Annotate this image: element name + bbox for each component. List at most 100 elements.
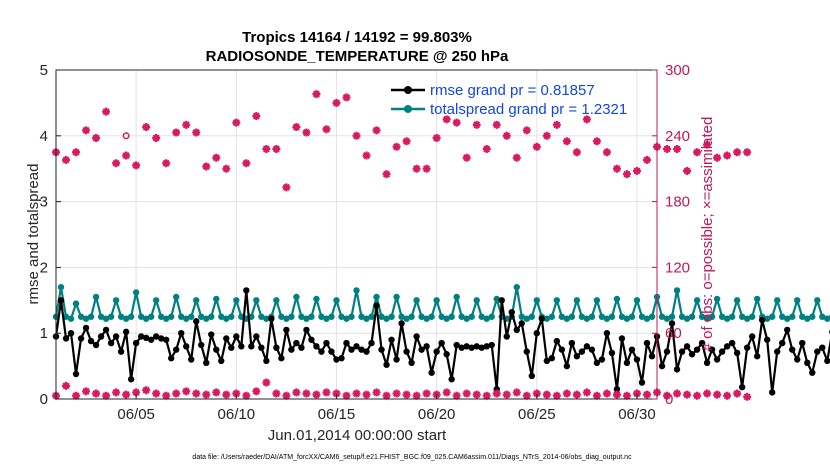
totalspread-point (418, 313, 425, 320)
rmse-point (67, 330, 75, 337)
rmse-point (218, 357, 225, 365)
rmse-point (167, 355, 175, 362)
obs-assimilated-upper-point (622, 170, 631, 179)
rmse-point (518, 320, 525, 327)
totalspread-point (779, 313, 786, 320)
rmse-point (453, 341, 460, 349)
totalspread-point (162, 315, 170, 322)
rmse-point (358, 346, 365, 353)
totalspread-point (373, 293, 380, 301)
obs-assimilated-lower-point (622, 391, 631, 400)
rmse-point (443, 351, 450, 358)
totalspread-point (723, 315, 731, 322)
totalspread-point (668, 313, 676, 320)
totalspread-point (298, 313, 305, 320)
obs-assimilated-lower-point (392, 389, 401, 398)
obs-assimilated-upper-point (162, 159, 171, 168)
totalspread-point (678, 313, 686, 320)
totalspread-point (713, 295, 721, 303)
obs-assimilated-lower-point (472, 390, 481, 399)
obs-assimilated-upper-point (562, 137, 571, 146)
totalspread-point (198, 313, 205, 320)
obs-assimilated-lower-point (522, 391, 531, 400)
rmse-point (318, 348, 325, 355)
obs-assimilated-lower-point (362, 390, 371, 399)
totalspread-point (283, 315, 290, 322)
obs-assimilated-upper-point (532, 142, 541, 151)
rmse-point (668, 320, 676, 327)
totalspread-point (132, 289, 140, 296)
totalspread-point (608, 313, 616, 320)
obs-assimilated-lower-point (663, 391, 672, 400)
rmse-point (243, 287, 250, 294)
obs-assimilated-upper-point (242, 159, 251, 168)
obs-assimilated-lower-point (212, 388, 221, 397)
obs-assimilated-lower-point (72, 391, 81, 400)
rmse-point (468, 344, 475, 351)
totalspread-point (87, 313, 95, 320)
rmse-point (528, 372, 535, 380)
legend: rmse grand pr = 0.81857 totalspread gran… (391, 82, 627, 118)
obs-assimilated-lower-point (733, 389, 742, 398)
totalspread-point (819, 313, 826, 320)
rmse-point (608, 349, 616, 357)
rmse-point (87, 337, 95, 345)
totalspread-point (117, 313, 125, 320)
obs-assimilated-upper-point (512, 153, 521, 162)
rmse-point (573, 353, 581, 360)
rmse-point (578, 348, 586, 355)
rmse-point (142, 334, 150, 342)
rmse-point (188, 356, 195, 363)
rmse-point (208, 331, 215, 338)
obs-assimilated-lower-point (452, 391, 461, 400)
obs-assimilated-lower-point (402, 390, 411, 399)
obs-assimilated-upper-point (592, 137, 601, 146)
rmse-point (333, 356, 340, 363)
rmse-point (723, 343, 731, 350)
totalspread-point (698, 313, 706, 320)
rmse-point (693, 346, 701, 353)
totalspread-point (183, 315, 190, 322)
rmse-point (523, 348, 530, 355)
rmse-point (383, 361, 390, 368)
x-tick-label: 06/15 (318, 406, 356, 423)
obs-assimilated-lower-point (142, 386, 151, 395)
obs-assimilated-upper-point (602, 148, 611, 157)
rmse-point (498, 297, 505, 304)
rmse-point (673, 366, 681, 373)
rmse-point (72, 370, 80, 378)
totalspread-point (718, 313, 726, 320)
obs-assimilated-upper-point (262, 144, 271, 153)
rmse-point (613, 385, 621, 393)
y-tick-label-right: 180 (665, 194, 690, 211)
rmse-point (563, 362, 571, 370)
rmse-point (408, 359, 415, 367)
obs-assimilated-lower-point (703, 389, 712, 398)
totalspread-point (528, 313, 535, 320)
totalspread-point (233, 297, 240, 304)
obs-assimilated-lower-point (92, 389, 101, 398)
totalspread-point (167, 313, 175, 320)
obs-assimilated-lower-point (272, 389, 281, 398)
obs-assimilated-upper-point (92, 133, 101, 142)
rmse-point (784, 326, 791, 334)
obs-assimilated-lower-point (632, 389, 641, 398)
chart-title-line2: RADIOSONDE_TEMPERATURE @ 250 hPa (206, 48, 509, 65)
x-tick-label: 06/30 (618, 406, 656, 423)
obs-assimilated-upper-point (693, 148, 702, 157)
obs-assimilated-upper-point (352, 131, 361, 140)
obs-assimilated-lower-point (382, 391, 391, 400)
totalspread-point (628, 313, 636, 320)
totalspread-point (258, 313, 265, 320)
y-tick-label-left: 5 (40, 62, 48, 79)
y-axis-label-right: # of obs: o=possible; ×=assimilated (699, 117, 716, 352)
rmse-point (348, 346, 355, 353)
obs-assimilated-upper-point (62, 155, 71, 164)
obs-assimilated-lower-point (412, 391, 421, 400)
ticks: 06/05 06/10 06/15 06/20 06/25 06/30 0 1 2 3 4 5 0 60 1… (40, 62, 690, 423)
obs-assimilated-upper-point (542, 131, 551, 140)
totalspread-point (208, 313, 215, 320)
obs-assimilated-upper-point (212, 153, 221, 162)
obs-assimilated-upper-point (582, 115, 591, 124)
obs-assimilated-lower-point (232, 389, 241, 398)
